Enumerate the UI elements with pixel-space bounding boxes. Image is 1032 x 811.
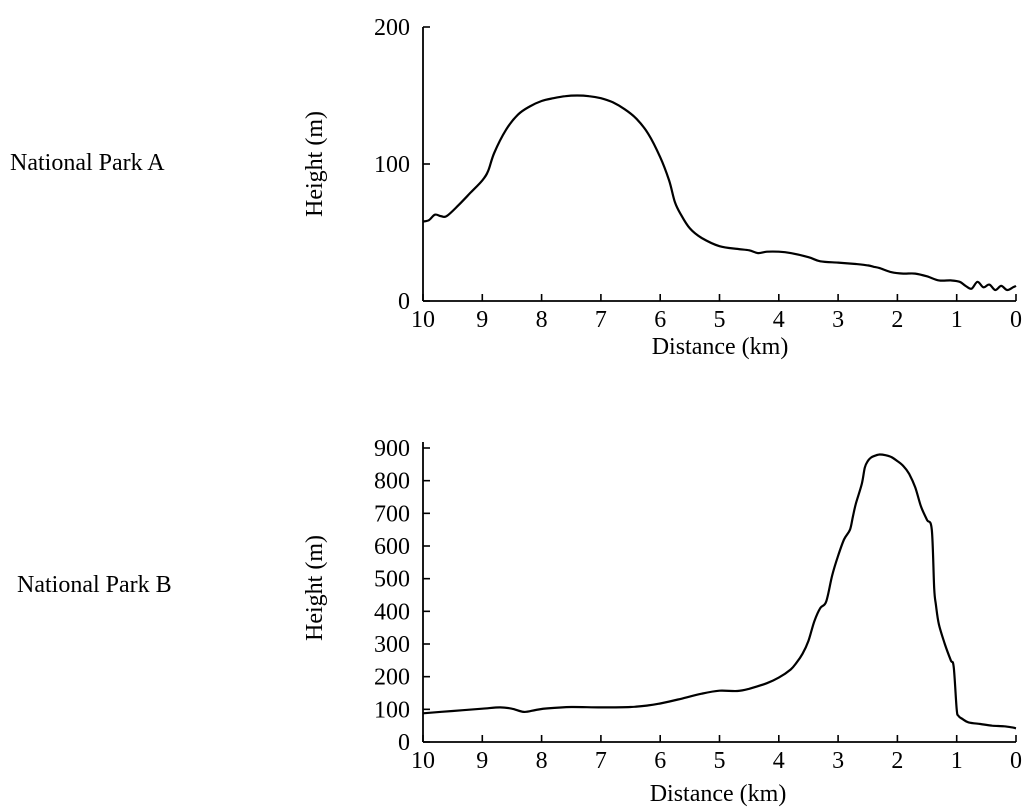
x-ticks-park-a: 10 9 8 7 6 5 4 3 2 1 0 bbox=[411, 294, 1022, 333]
y-tick-label: 400 bbox=[374, 599, 410, 625]
y-tick-label: 700 bbox=[374, 501, 410, 527]
x-tick-label: 6 bbox=[654, 748, 666, 774]
x-tick-label: 5 bbox=[714, 748, 726, 774]
x-tick-label: 3 bbox=[832, 307, 844, 333]
x-tick-label: 10 bbox=[411, 307, 435, 333]
y-axis-label-park-b: Height (m) bbox=[302, 535, 328, 641]
series-line-park-b bbox=[422, 453, 1017, 730]
x-tick-label: 1 bbox=[951, 307, 963, 333]
panel-label-park-a: National Park A bbox=[10, 150, 165, 176]
y-ticks-park-a: 0 100 200 bbox=[374, 15, 430, 315]
y-tick-label: 200 bbox=[374, 665, 410, 691]
y-tick-label: 900 bbox=[374, 436, 410, 462]
x-ticks-park-b: 10 9 8 7 6 5 4 3 2 1 0 bbox=[411, 735, 1022, 774]
y-tick-label: 0 bbox=[398, 289, 410, 315]
x-tick-label: 7 bbox=[595, 307, 607, 333]
x-tick-label: 2 bbox=[891, 748, 903, 774]
x-tick-label: 1 bbox=[951, 748, 963, 774]
x-tick-label: 2 bbox=[891, 307, 903, 333]
y-ticks-park-b: 0 100 200 300 400 500 600 700 800 900 bbox=[374, 436, 430, 756]
y-tick-label: 500 bbox=[374, 567, 410, 593]
x-tick-label: 4 bbox=[773, 748, 785, 774]
x-tick-label: 9 bbox=[476, 748, 488, 774]
panel-label-park-b: National Park B bbox=[17, 572, 172, 598]
x-tick-label: 9 bbox=[476, 307, 488, 333]
y-tick-label: 100 bbox=[374, 152, 410, 178]
x-tick-label: 8 bbox=[536, 748, 548, 774]
x-tick-label: 0 bbox=[1010, 307, 1022, 333]
y-tick-label: 800 bbox=[374, 469, 410, 495]
x-tick-label: 0 bbox=[1010, 748, 1022, 774]
x-tick-label: 6 bbox=[654, 307, 666, 333]
x-axis-label-park-a: Distance (km) bbox=[652, 334, 789, 360]
x-tick-label: 4 bbox=[773, 307, 785, 333]
y-axis-label-park-a: Height (m) bbox=[302, 111, 328, 217]
y-tick-label: 600 bbox=[374, 534, 410, 560]
x-tick-label: 8 bbox=[536, 307, 548, 333]
y-tick-label: 300 bbox=[374, 632, 410, 658]
x-tick-label: 7 bbox=[595, 748, 607, 774]
y-tick-label: 100 bbox=[374, 697, 410, 723]
x-tick-label: 5 bbox=[714, 307, 726, 333]
x-tick-label: 10 bbox=[411, 748, 435, 774]
x-tick-label: 3 bbox=[832, 748, 844, 774]
chart-panel-park-a: National Park A Height (m) Distance (km)… bbox=[10, 15, 1022, 360]
x-axis-label-park-b: Distance (km) bbox=[650, 781, 787, 807]
series-line-park-a bbox=[422, 94, 1017, 292]
chart-panel-park-b: National Park B Height (m) Distance (km)… bbox=[17, 436, 1022, 807]
y-tick-label: 200 bbox=[374, 15, 410, 41]
y-tick-label: 0 bbox=[398, 730, 410, 756]
